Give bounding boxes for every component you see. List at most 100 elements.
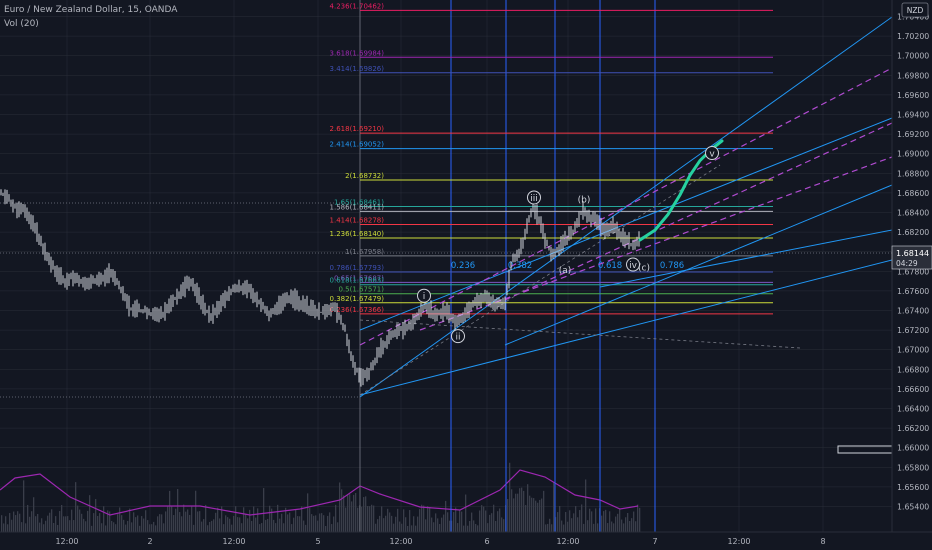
wave-label: v — [709, 150, 715, 160]
price-tick-label: 1.70200 — [897, 32, 929, 41]
volume-bar — [371, 504, 373, 532]
volume-bar — [75, 482, 77, 532]
volume-bar — [571, 518, 573, 532]
volume-bar — [441, 517, 443, 532]
volume-bar — [633, 511, 635, 532]
volume-bar — [343, 495, 345, 532]
volume-bar — [3, 523, 5, 532]
volume-bar — [347, 494, 349, 532]
volume-bar — [161, 514, 163, 532]
time-tick-label: 2 — [147, 537, 152, 546]
volume-bar — [209, 521, 211, 532]
volume-bar — [133, 512, 135, 532]
volume-bar — [437, 518, 439, 532]
wave-label: (c) — [638, 264, 650, 274]
wave-label: iv — [629, 261, 638, 271]
volume-bar — [13, 511, 15, 532]
volume-bar — [279, 518, 281, 532]
volume-bar — [629, 520, 631, 532]
volume-bar — [305, 524, 307, 532]
volume-bar — [87, 510, 89, 532]
volume-bar — [595, 508, 597, 532]
volume-bar — [375, 523, 377, 532]
volume-bar — [109, 511, 111, 532]
volume-bar — [543, 490, 545, 532]
chart-header: Euro / New Zealand Dollar, 15, OANDA Vol… — [4, 3, 177, 31]
volume-bar — [515, 493, 517, 532]
volume-bar — [287, 514, 289, 532]
volume-bar — [17, 511, 19, 532]
volume-bar — [81, 513, 83, 532]
time-tick-label: 5 — [315, 537, 320, 546]
volume-bar — [313, 515, 315, 532]
volume-bar — [169, 490, 171, 532]
volume-bar — [387, 508, 389, 532]
volume-bar — [121, 515, 123, 532]
volume-bar — [589, 508, 591, 532]
volume-bar — [131, 522, 133, 532]
volume-bar — [445, 500, 447, 532]
volume-bar — [39, 522, 41, 532]
volume-bar — [307, 493, 309, 532]
volume-bar — [243, 507, 245, 532]
volume-bar — [603, 511, 605, 532]
volume-bar — [283, 523, 285, 532]
volume-bar — [49, 512, 51, 532]
price-tick-label: 1.69400 — [897, 111, 929, 120]
volume-bar — [473, 520, 475, 532]
volume-bar — [615, 516, 617, 532]
volume-bar — [551, 524, 553, 532]
fib-level-label: 0.382(1.67479) — [330, 295, 385, 303]
volume-bar — [187, 509, 189, 532]
volume-bar — [337, 522, 339, 532]
volume-bar — [63, 516, 65, 532]
volume-bar — [383, 518, 385, 532]
volume-bar — [541, 498, 543, 532]
volume-bar — [351, 501, 353, 532]
symbol-title[interactable]: Euro / New Zealand Dollar, 15, OANDA — [4, 5, 178, 15]
volume-bar — [291, 524, 293, 532]
volume-bar — [55, 516, 57, 532]
time-tick-label: 12:00 — [389, 537, 412, 546]
volume-bar — [201, 521, 203, 532]
volume-bar — [59, 511, 61, 532]
volume-bar — [45, 520, 47, 532]
volume-bar — [627, 512, 629, 532]
volume-bar — [577, 517, 579, 532]
volume-bar — [499, 508, 501, 532]
volume-bar — [289, 512, 291, 532]
volume-bar — [43, 524, 45, 532]
volume-bar — [365, 496, 367, 532]
volume-bar — [461, 511, 463, 532]
volume-bar — [385, 515, 387, 532]
volume-bar — [83, 518, 85, 532]
volume-bar — [425, 519, 427, 532]
volume-bar — [509, 462, 511, 532]
volume-bar — [507, 499, 509, 532]
volume-bar — [431, 517, 433, 532]
volume-bar — [179, 512, 181, 532]
time-scale-bg — [0, 532, 932, 550]
volume-bar — [433, 522, 435, 532]
fib-level-label: 2(1.68732) — [345, 172, 384, 180]
volume-bar — [467, 525, 469, 532]
volume-bar — [463, 525, 465, 532]
volume-bar — [181, 516, 183, 532]
fib-level-label: 0.618(1.67663) — [330, 277, 385, 285]
time-scale: 12:00 2 12:00 5 12:00 6 12:00 7 12:00 8 — [0, 531, 932, 550]
volume-bar — [237, 517, 239, 532]
volume-bar — [411, 525, 413, 532]
volume-bar — [33, 497, 35, 532]
volume-bar — [189, 514, 191, 532]
channel-line — [599, 229, 893, 288]
volume-bar — [417, 516, 419, 532]
wave-label: (b) — [578, 196, 591, 206]
fib-level-label: 1(1.67958) — [345, 248, 384, 256]
volume-bar — [47, 515, 49, 532]
diagonal-dotted-line — [359, 319, 801, 349]
volume-indicator-label[interactable]: Vol (20) — [4, 19, 39, 29]
range-box — [837, 445, 893, 454]
volume-bar — [481, 505, 483, 532]
volume-bar — [251, 520, 253, 532]
